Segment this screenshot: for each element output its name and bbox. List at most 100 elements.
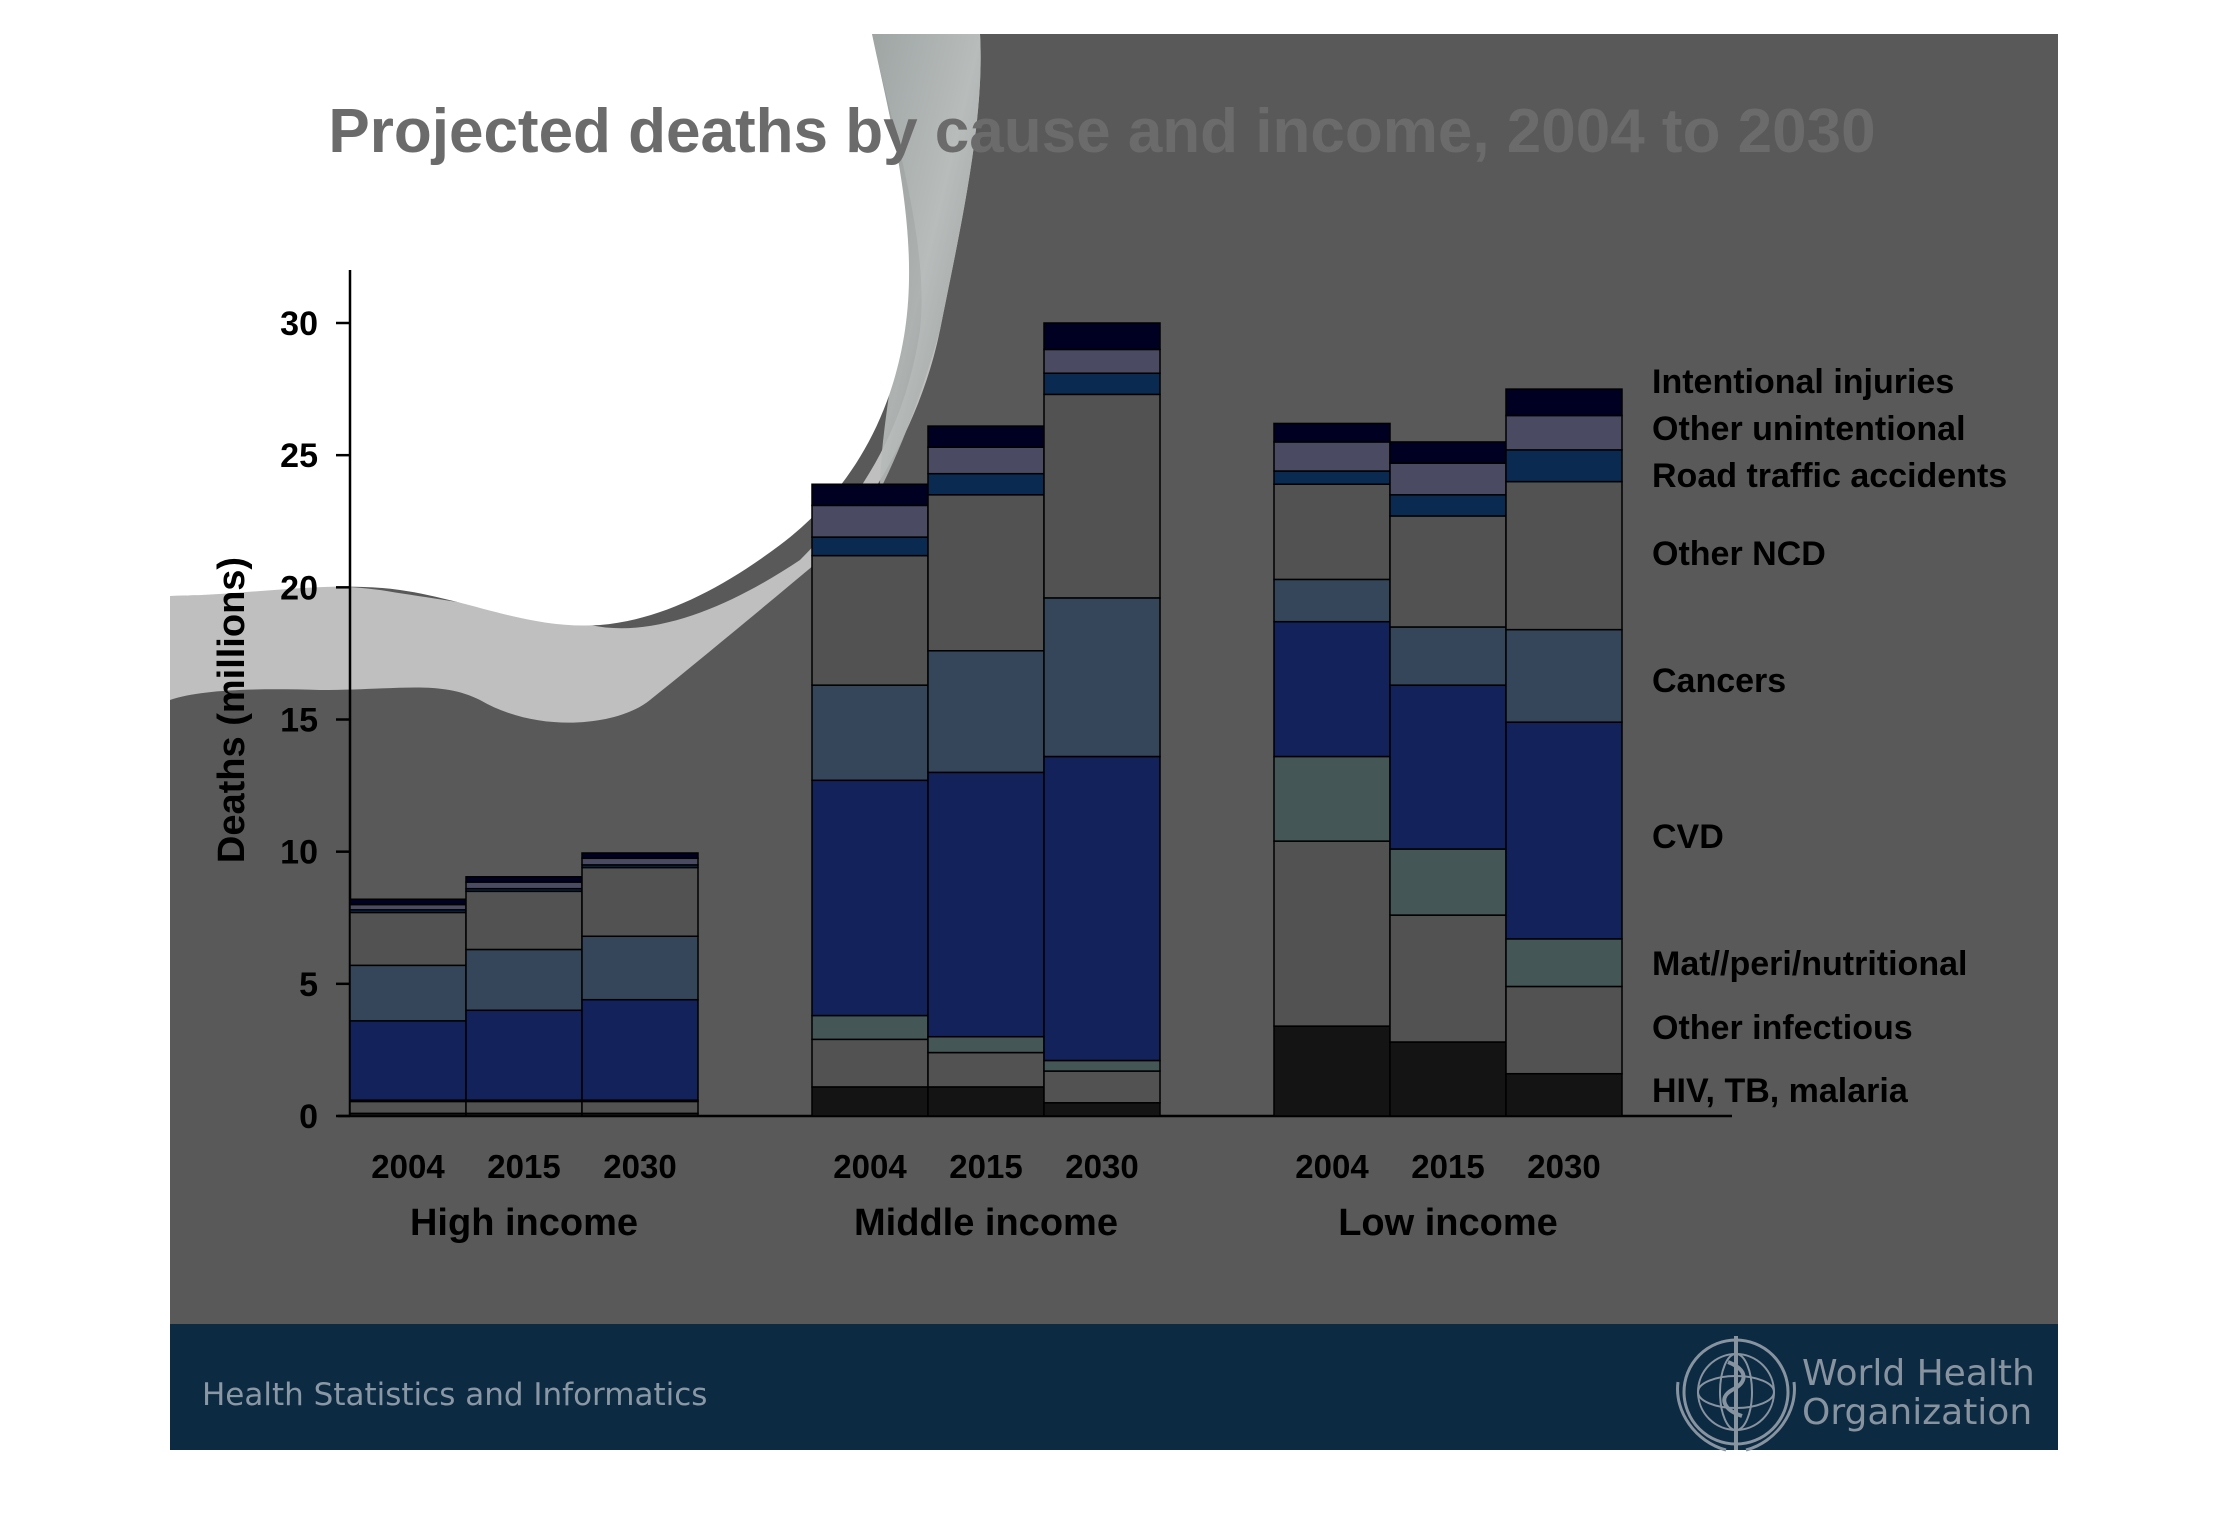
bar-segment-2-3	[811, 1014, 929, 1041]
bar-segment-2-5	[1043, 1059, 1161, 1072]
bar-segment-6-4	[927, 472, 1045, 496]
x-axis-labels: 2004 2015 2030 2004 2015 2030 2004 2015 2030 High…	[371, 1148, 1600, 1244]
bar-segment-2-8	[1505, 938, 1623, 988]
y-tick-label: 15	[280, 702, 318, 740]
y-axis-ticks: 0 5 10 15 20 25 30	[280, 305, 350, 1136]
who-emblem-icon	[1676, 1336, 1796, 1452]
bar-segment-6-7	[1389, 494, 1507, 517]
bar-segment-0-6	[1273, 1025, 1391, 1117]
y-axis-label: Deaths (millions)	[211, 557, 253, 863]
bar-segment-2-6	[1273, 755, 1391, 842]
x-tick-label: 2030	[1527, 1148, 1600, 1185]
bar-segment-7-3	[811, 504, 929, 538]
slide-background	[170, 34, 2058, 1450]
bar-segment-0-3	[811, 1086, 929, 1117]
bar-segment-8-3	[811, 483, 929, 507]
bar-segment-3-6	[1273, 620, 1391, 758]
bar-segment-6-3	[811, 536, 929, 557]
bar-segment-2-7	[1389, 848, 1507, 916]
bar-segment-3-2	[581, 998, 699, 1101]
bar-segment-4-8	[1505, 628, 1623, 723]
slide-title: Projected deaths by cause and income, 20…	[328, 97, 1875, 166]
bar-segment-5-3	[811, 554, 929, 686]
y-tick-label: 25	[280, 437, 318, 475]
bar-segment-1-0	[349, 1100, 467, 1115]
bar-segment-5-5	[1043, 393, 1161, 599]
globe-graphic	[872, 34, 981, 490]
bar-segment-3-0	[349, 1020, 467, 1101]
bar-segment-8-8	[1505, 388, 1623, 417]
logo-text-line1: World Health	[1802, 1353, 2035, 1394]
bar-segment-0-5	[1043, 1102, 1161, 1117]
bar-segment-3-3	[811, 779, 929, 1017]
bar-segment-6-8	[1505, 449, 1623, 483]
bar-segment-5-2	[581, 866, 699, 938]
bar-segment-8-1	[465, 876, 583, 883]
x-tick-label: 2015	[487, 1148, 560, 1185]
legend-label: HIV, TB, malaria	[1652, 1072, 1909, 1110]
legend-label: CVD	[1652, 818, 1724, 856]
y-tick-label: 10	[280, 834, 318, 872]
bar-segment-1-1	[465, 1100, 583, 1115]
bar-segment-7-1	[465, 881, 583, 890]
y-tick-label: 5	[299, 966, 318, 1004]
y-tick-label: 0	[299, 1098, 318, 1136]
x-tick-label: 2004	[833, 1148, 907, 1185]
bar-segment-5-7	[1389, 515, 1507, 628]
x-tick-label: 2004	[1295, 1148, 1369, 1185]
x-tick-label: 2030	[1065, 1148, 1138, 1185]
bar-segment-4-6	[1273, 578, 1391, 623]
bar-segment-7-5	[1043, 348, 1161, 374]
bar-segment-7-4	[927, 446, 1045, 475]
y-tick-label: 30	[280, 305, 318, 343]
bar-segment-4-2	[581, 935, 699, 1001]
x-tick-label: 2004	[371, 1148, 445, 1185]
bar-segment-7-7	[1389, 462, 1507, 496]
y-tick-label: 20	[280, 569, 318, 607]
bar-segment-5-1	[465, 890, 583, 951]
bar-segment-7-6	[1273, 441, 1391, 472]
bar-segment-3-1	[465, 1009, 583, 1101]
bar-segment-8-7	[1389, 441, 1507, 464]
bar-segment-0-4	[927, 1086, 1045, 1117]
bar-segment-5-6	[1273, 483, 1391, 581]
legend-label: Mat//peri/nutritional	[1652, 945, 1967, 983]
bar-segment-3-8	[1505, 721, 1623, 940]
legend-label: Other unintentional	[1652, 410, 1966, 448]
bar-segment-5-8	[1505, 480, 1623, 631]
bar-segment-1-2	[581, 1100, 699, 1115]
bar-segment-0-8	[1505, 1072, 1623, 1117]
group-label: High income	[410, 1202, 638, 1244]
bar-segment-4-7	[1389, 626, 1507, 686]
bar-segment-4-3	[811, 684, 929, 782]
x-tick-label: 2030	[603, 1148, 676, 1185]
bars	[349, 322, 1623, 1117]
bar-segment-8-5	[1043, 322, 1161, 351]
bar-segment-1-5	[1043, 1070, 1161, 1104]
bar-segment-0-7	[1389, 1041, 1507, 1117]
bar-segment-8-6	[1273, 422, 1391, 443]
footer-text: Health Statistics and Informatics	[202, 1377, 707, 1413]
legend-label: Road traffic accidents	[1652, 457, 2007, 495]
bar-segment-7-8	[1505, 414, 1623, 451]
legend: HIV, TB, malaria Other infectious Mat//per…	[1652, 363, 2007, 1110]
group-label: Middle income	[854, 1202, 1118, 1244]
bar-segment-8-2	[581, 852, 699, 860]
white-wave	[170, 34, 910, 626]
bar-segment-4-4	[927, 650, 1045, 774]
bar-segment-1-6	[1273, 840, 1391, 1027]
bar-segment-8-0	[349, 898, 467, 906]
bar-segment-1-3	[811, 1038, 929, 1088]
legend-label: Intentional injuries	[1652, 363, 1954, 401]
bar-segment-1-7	[1389, 914, 1507, 1043]
bar-segment-6-5	[1043, 372, 1161, 396]
bar-segment-3-7	[1389, 684, 1507, 850]
legend-label: Cancers	[1652, 662, 1786, 700]
bar-segment-4-0	[349, 964, 467, 1022]
group-label: Low income	[1338, 1202, 1558, 1244]
logo-text-line2: Organization	[1802, 1392, 2032, 1433]
who-logo: World Health Organization	[1676, 1336, 2035, 1452]
x-tick-label: 2015	[1411, 1148, 1484, 1185]
bar-segment-4-1	[465, 948, 583, 1012]
